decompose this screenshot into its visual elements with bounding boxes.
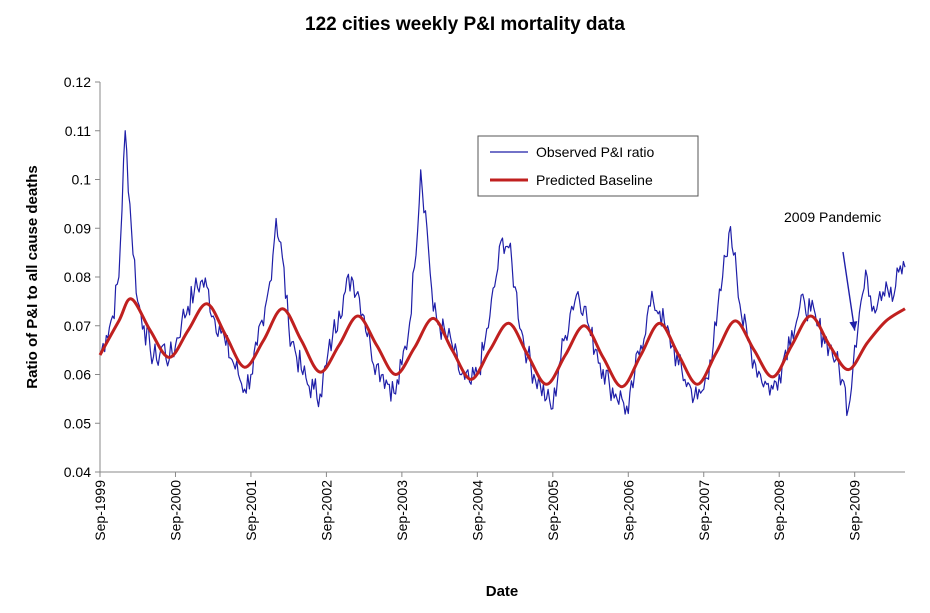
x-tick-label: Sep-2006 bbox=[620, 480, 636, 541]
x-tick-label: Sep-2001 bbox=[243, 480, 259, 541]
legend-label-baseline: Predicted Baseline bbox=[536, 172, 653, 188]
y-tick-label: 0.07 bbox=[64, 318, 91, 334]
legend-label-observed: Observed P&I ratio bbox=[536, 144, 654, 160]
y-tick-label: 0.05 bbox=[64, 415, 91, 431]
y-ticks: 0.04 0.05 0.06 0.07 0.08 0.09 0.1 0.11 0.12 bbox=[64, 74, 100, 480]
x-tick-label: Sep-2009 bbox=[847, 480, 863, 541]
annotation-text: 2009 Pandemic bbox=[784, 209, 881, 225]
y-tick-label: 0.12 bbox=[64, 74, 91, 90]
y-tick-label: 0.11 bbox=[65, 123, 91, 139]
legend: Observed P&I ratio Predicted Baseline bbox=[477, 135, 699, 197]
legend-box bbox=[477, 135, 699, 197]
x-tick-label: Sep-2000 bbox=[167, 480, 183, 541]
y-tick-label: 0.09 bbox=[64, 220, 91, 236]
x-tick-label: Sep-2004 bbox=[469, 480, 485, 541]
series-layer bbox=[98, 130, 906, 417]
annotation-arrowhead bbox=[849, 321, 858, 331]
y-tick-label: 0.06 bbox=[64, 367, 91, 383]
y-tick-label: 0.04 bbox=[64, 464, 91, 480]
y-tick-label: 0.08 bbox=[64, 269, 91, 285]
y-tick-label: 0.1 bbox=[72, 172, 92, 188]
y-axis-label: Ratio of P&I to all cause deaths bbox=[24, 165, 41, 388]
series-line-observed bbox=[99, 130, 906, 417]
x-tick-label: Sep-2008 bbox=[771, 480, 787, 541]
x-tick-label: Sep-1999 bbox=[92, 480, 108, 541]
annotation-arrow bbox=[842, 251, 856, 331]
x-tick-label: Sep-2007 bbox=[696, 480, 712, 541]
plot-area: 0.04 0.05 0.06 0.07 0.08 0.09 0.1 0.11 0.12 Sep-… bbox=[64, 74, 906, 541]
x-tick-label: Sep-2002 bbox=[318, 480, 334, 541]
series-line-baseline bbox=[98, 297, 906, 389]
chart-title: 122 cities weekly P&I mortality data bbox=[305, 14, 625, 35]
x-ticks: Sep-1999 Sep-2000 Sep-2001 Sep-2002 Sep-2003… bbox=[92, 472, 863, 541]
x-axis-label: Date bbox=[486, 583, 519, 600]
annotation-pandemic: 2009 Pandemic bbox=[784, 209, 881, 331]
x-tick-label: Sep-2003 bbox=[394, 480, 410, 541]
x-tick-label: Sep-2005 bbox=[545, 480, 561, 541]
